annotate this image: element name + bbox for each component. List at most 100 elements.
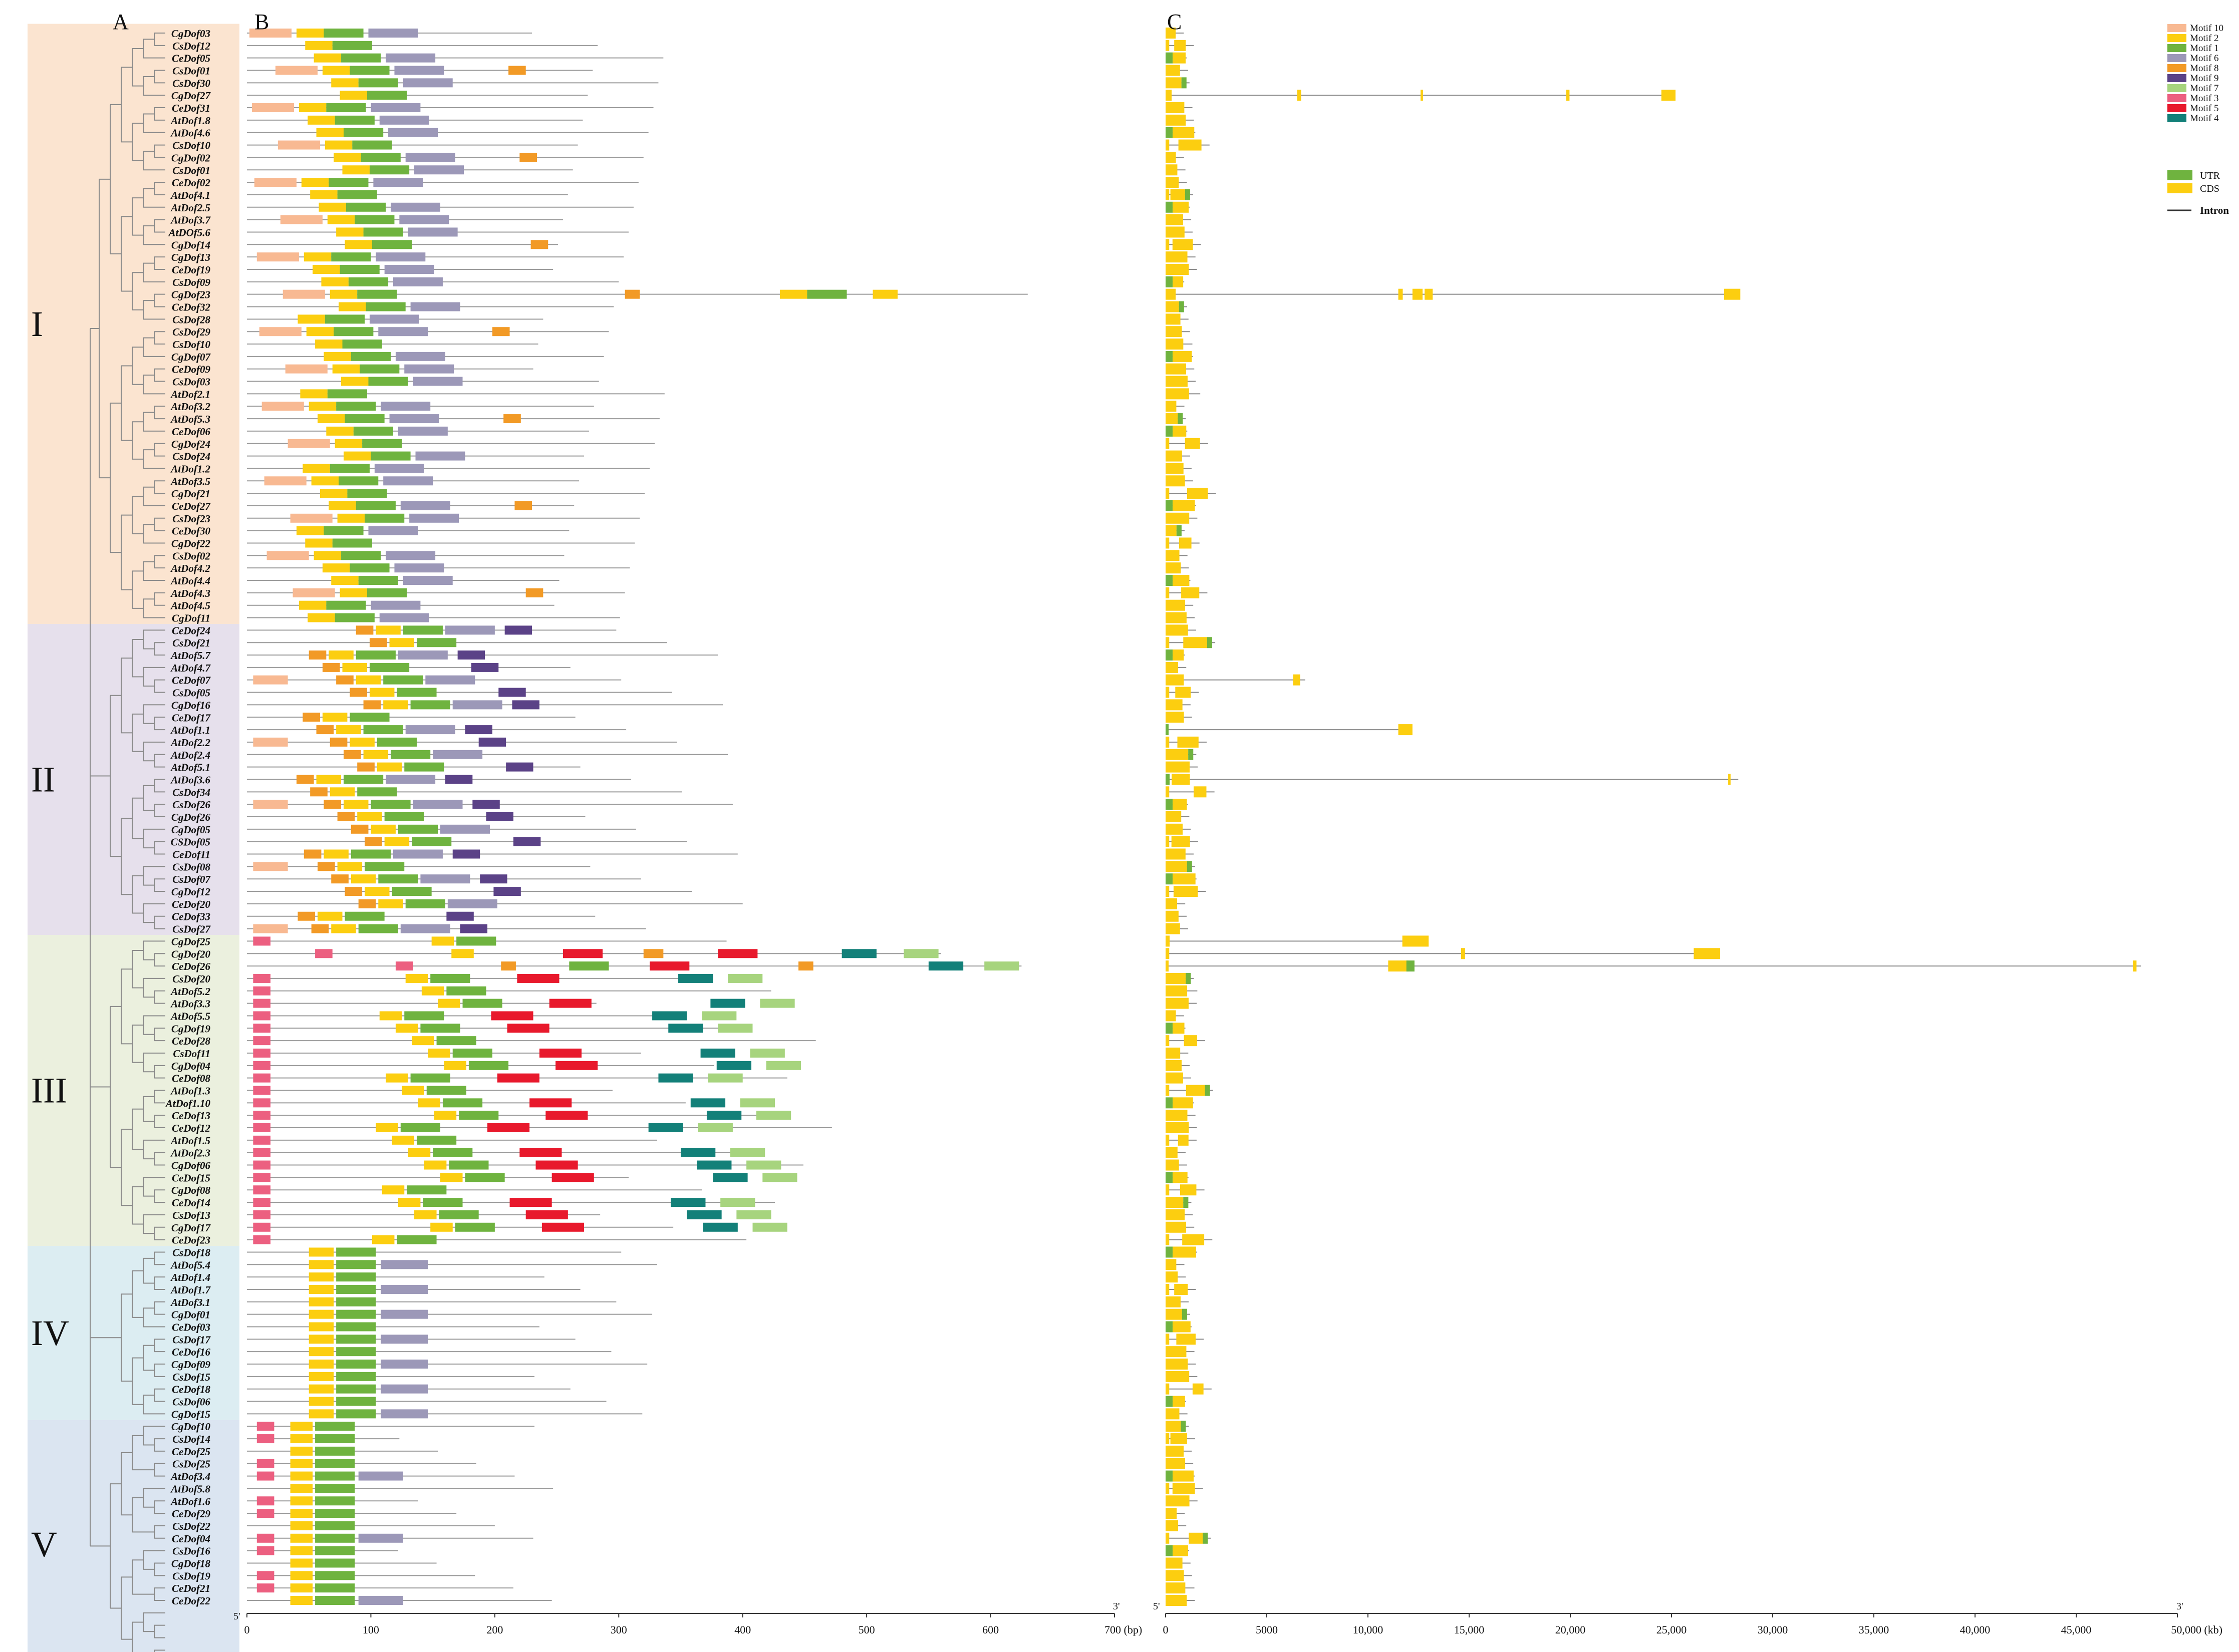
motif-box bbox=[658, 1073, 693, 1083]
motif-box bbox=[309, 1284, 334, 1294]
motif-box bbox=[340, 91, 368, 100]
cds-block bbox=[1166, 712, 1184, 723]
gene-name: CsDof34 bbox=[172, 786, 210, 798]
gene-name: CeDof09 bbox=[172, 364, 210, 376]
motif-box bbox=[430, 973, 470, 983]
cds-block bbox=[1166, 1296, 1181, 1307]
motif-box bbox=[350, 713, 390, 722]
motif-box bbox=[361, 153, 401, 162]
utr-block bbox=[1186, 972, 1191, 984]
motif-box bbox=[330, 289, 358, 299]
cds-block bbox=[1166, 1359, 1188, 1370]
cds-block bbox=[1166, 612, 1187, 623]
motif-box bbox=[290, 1533, 313, 1543]
motif-box bbox=[413, 800, 463, 809]
motif-box bbox=[360, 364, 400, 374]
motif-box bbox=[254, 178, 297, 187]
motif-box bbox=[288, 439, 330, 448]
motif-box bbox=[394, 563, 444, 573]
structure-axis-tick-label: 30,000 bbox=[1758, 1623, 1788, 1636]
cds-block bbox=[1166, 624, 1188, 636]
motif-box bbox=[345, 240, 372, 249]
motif-box bbox=[671, 1198, 706, 1207]
motif-box bbox=[460, 924, 488, 933]
motif-box bbox=[251, 103, 295, 113]
gene-name: CgDof02 bbox=[171, 152, 211, 164]
cds-block bbox=[1173, 1545, 1188, 1556]
structure-axis-tick-label: 5000 bbox=[1256, 1623, 1278, 1636]
cds-block bbox=[1166, 1532, 1170, 1544]
cds-block bbox=[1166, 288, 1176, 300]
cds-block bbox=[1166, 1197, 1184, 1208]
motif-box bbox=[389, 638, 415, 647]
gene-name: AtDof3.2 bbox=[170, 401, 210, 413]
motif-box bbox=[408, 227, 458, 237]
clade-band-v bbox=[28, 1420, 239, 1652]
motif-box bbox=[697, 1160, 732, 1170]
motif-box bbox=[625, 289, 640, 299]
gene-name: CgDof04 bbox=[171, 1060, 210, 1072]
motif-box bbox=[369, 314, 419, 324]
motif-box bbox=[309, 1247, 334, 1257]
motif-box bbox=[425, 675, 475, 685]
cds-block bbox=[1166, 1184, 1170, 1196]
clade-band-iv bbox=[28, 1246, 239, 1420]
motif-box bbox=[428, 1048, 450, 1058]
gene-name: CgDof17 bbox=[171, 1222, 211, 1234]
motif-box bbox=[253, 1148, 271, 1157]
motif-box bbox=[345, 887, 363, 896]
motif-box bbox=[414, 165, 464, 175]
gene-name: CsDof07 bbox=[172, 873, 211, 885]
gene-name: AtDof5.7 bbox=[170, 649, 211, 662]
motif-box bbox=[403, 625, 443, 635]
cds-block bbox=[1166, 1383, 1170, 1395]
gene-name: CeDof28 bbox=[172, 1035, 210, 1047]
motif-box bbox=[337, 513, 365, 523]
motif-box bbox=[340, 264, 380, 274]
motif-box bbox=[309, 1347, 334, 1357]
cds-block bbox=[1724, 288, 1741, 300]
motif-box bbox=[290, 1484, 313, 1493]
motif-box bbox=[330, 737, 348, 747]
motif-box bbox=[253, 1048, 271, 1058]
motif-box bbox=[446, 986, 486, 996]
motif-box bbox=[462, 999, 502, 1008]
motif-box bbox=[842, 949, 877, 958]
cds-block bbox=[1421, 90, 1423, 101]
motif-box bbox=[309, 402, 337, 411]
gene-name: CsDof10 bbox=[172, 140, 210, 152]
cds-block bbox=[1166, 662, 1179, 673]
motif-box bbox=[311, 476, 339, 486]
cds-block bbox=[1166, 1595, 1187, 1606]
gene-name: CeDof22 bbox=[172, 1595, 210, 1607]
cds-block bbox=[1166, 637, 1170, 648]
motif-box bbox=[410, 1073, 450, 1083]
gene-name: AtDof4.5 bbox=[170, 600, 210, 612]
motif-box bbox=[452, 1048, 492, 1058]
motif-box bbox=[381, 1409, 428, 1419]
motif-box bbox=[446, 911, 474, 921]
legend-swatch bbox=[2167, 84, 2186, 92]
clade-band-ii bbox=[28, 623, 239, 935]
motif-box bbox=[400, 501, 450, 510]
motif-box bbox=[336, 1397, 376, 1406]
motif-box bbox=[873, 289, 898, 299]
motif-box bbox=[416, 1135, 457, 1145]
motif-box bbox=[434, 1111, 457, 1120]
motif-box bbox=[393, 277, 443, 286]
cds-block bbox=[1694, 948, 1720, 959]
motif-box bbox=[752, 1222, 787, 1232]
motif-box bbox=[369, 165, 410, 175]
gene-name: AtDof3.7 bbox=[170, 214, 211, 226]
cds-block bbox=[1166, 525, 1177, 536]
motif-box bbox=[368, 29, 418, 38]
motif-box bbox=[319, 202, 346, 212]
motif-box bbox=[449, 1160, 489, 1170]
motif-box bbox=[264, 476, 307, 486]
motif-box bbox=[362, 439, 402, 448]
cds-block bbox=[1166, 898, 1178, 909]
motif-box bbox=[256, 1533, 274, 1543]
gene-name: CsDof23 bbox=[172, 513, 210, 525]
motif-box bbox=[700, 1048, 735, 1058]
motif-box bbox=[253, 973, 271, 983]
